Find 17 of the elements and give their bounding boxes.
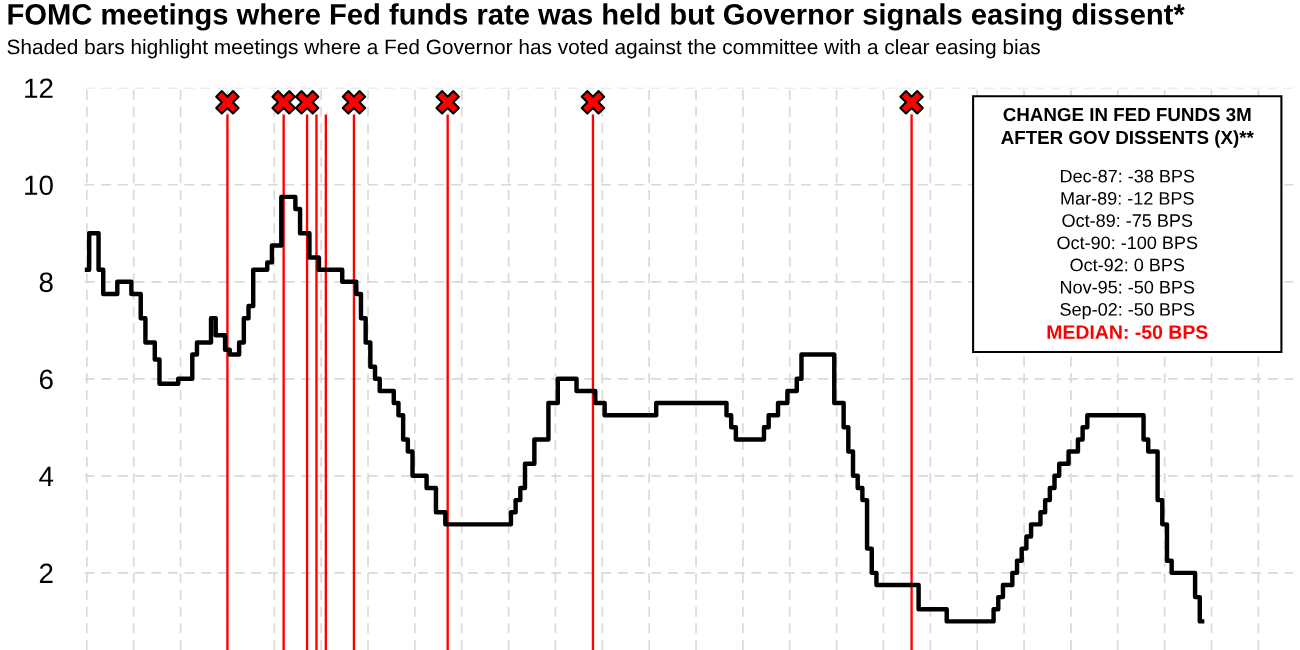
annotation: Oct-89: -75 BPS xyxy=(1062,214,1193,227)
annotation: Dec-87: -38 BPS xyxy=(1061,169,1195,183)
annotation: Oct-90: -100 BPS xyxy=(1057,236,1198,250)
annotation: MEDIAN: -50 BPS xyxy=(1047,325,1208,340)
chart-title: FOMC meetings where Fed funds rate was held but Governor signals easing dissent* xyxy=(8,3,1185,31)
y-tick-label: 8 xyxy=(39,272,53,293)
annotation: Oct-92: 0 BPS xyxy=(1070,258,1185,272)
annotation: Sep-02: -50 BPS xyxy=(1060,303,1195,320)
y-tick-label: 10 xyxy=(25,175,53,196)
y-tick-label: 4 xyxy=(39,466,54,486)
chart-subtitle: Shaded bars highlight meetings where a Fed Governor has voted against the committee with a clear easing bias xyxy=(7,39,1040,59)
y-tick-label: 12 xyxy=(25,78,53,98)
annotation: Mar-89: -12 BPS xyxy=(1061,191,1194,205)
annotation: CHANGE IN FED FUNDS 3M AFTER GOV DISSENTS (X)** xyxy=(1001,107,1254,148)
y-tick-label: 2 xyxy=(39,563,53,583)
y-tick-label: 6 xyxy=(39,369,53,390)
annotation: Nov-95: -50 BPS xyxy=(1061,280,1195,294)
